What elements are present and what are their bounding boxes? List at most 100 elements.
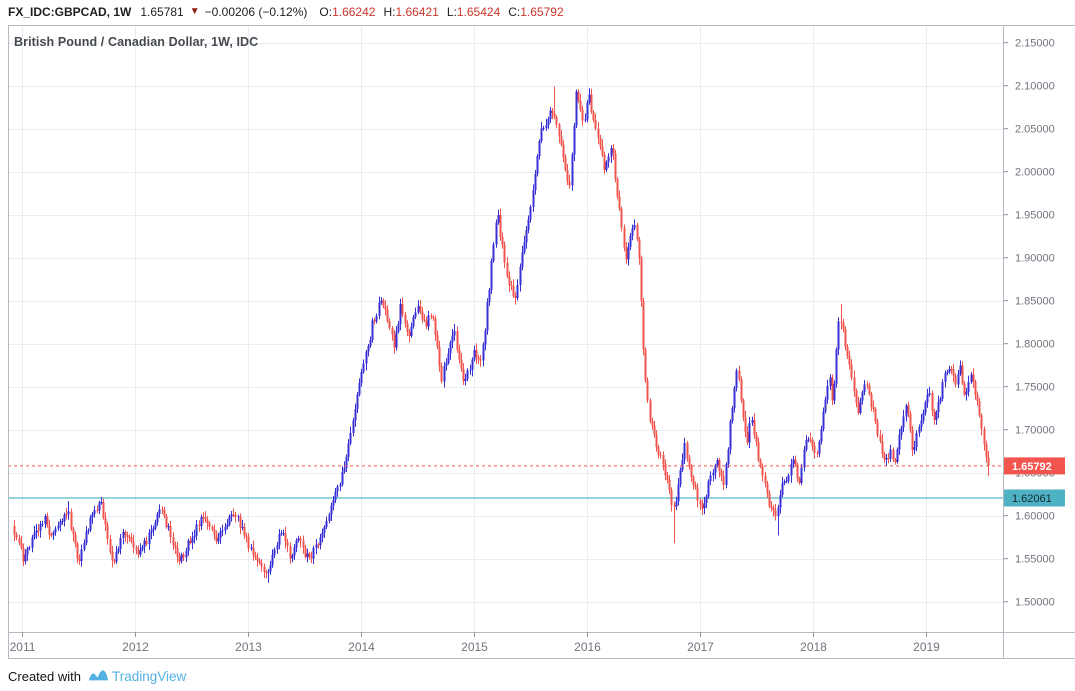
candle-down <box>462 368 465 381</box>
candle-up <box>889 449 892 459</box>
candle-down <box>887 457 890 459</box>
candle-up <box>803 449 806 468</box>
candle-up <box>59 521 62 526</box>
candle-up <box>31 537 34 548</box>
candle-up <box>573 125 576 155</box>
tradingview-brand-link[interactable]: TradingView <box>111 668 187 684</box>
candle-down <box>265 572 268 574</box>
candle-up <box>362 363 365 372</box>
candle-down <box>555 117 558 125</box>
candle-down <box>198 524 201 527</box>
candle-up <box>946 372 949 374</box>
candle-up <box>148 532 151 544</box>
candle-down <box>213 529 216 535</box>
candle-up <box>321 532 324 538</box>
candle-up <box>328 514 331 521</box>
candle-up <box>26 548 29 555</box>
candle-down <box>102 502 105 518</box>
candle-up <box>315 544 318 548</box>
candle-up <box>334 491 337 501</box>
candle-down <box>983 429 986 445</box>
candle-up <box>939 399 942 403</box>
svg-text:1.62061: 1.62061 <box>1012 493 1052 505</box>
candle-down <box>393 334 396 348</box>
candle-down <box>232 514 235 516</box>
candle-down <box>855 391 858 403</box>
candle-up <box>473 349 476 360</box>
candle-up <box>63 514 66 522</box>
candle-up <box>542 128 545 130</box>
candle-up <box>180 554 183 562</box>
candle-down <box>809 439 812 441</box>
candle-up <box>727 449 730 465</box>
candle-down <box>172 537 175 546</box>
candle-down <box>260 562 263 567</box>
candle-up <box>360 371 363 384</box>
candle-up <box>80 549 83 562</box>
candle-down <box>653 425 656 435</box>
down-triangle-icon: ▼ <box>189 6 200 17</box>
candle-up <box>571 154 574 186</box>
candle-down <box>206 519 209 524</box>
candle-up <box>150 530 153 533</box>
candle-down <box>458 350 461 360</box>
candle-down <box>664 464 667 476</box>
candle-down <box>310 557 313 559</box>
candle-down <box>419 305 422 312</box>
candle-up <box>790 463 793 476</box>
candle-up <box>490 260 493 290</box>
candle-up <box>217 538 220 542</box>
y-axis-label: 1.90000 <box>1015 253 1055 265</box>
candle-down <box>245 535 248 537</box>
candle-up <box>905 405 908 417</box>
y-axis-label: 2.15000 <box>1015 38 1055 50</box>
price-change: −0.00206 (−0.12%) <box>204 5 308 19</box>
candle-up <box>156 514 159 523</box>
candle-down <box>655 434 658 447</box>
candle-down <box>909 413 912 430</box>
candle-up <box>61 521 64 523</box>
price-axis[interactable]: 2.15000 2.10000 2.05000 2.00000 1.95000 1.900… <box>1003 38 1055 609</box>
candle-down <box>96 510 99 512</box>
candle-down <box>202 517 205 518</box>
candle-up <box>445 362 448 367</box>
candle-down <box>931 392 934 412</box>
candle-up <box>54 528 57 533</box>
symbol-name: FX_IDC:GBPCAD, 1W <box>8 5 132 19</box>
plot-border <box>8 25 1075 659</box>
candle-up <box>469 369 472 371</box>
candle-down <box>50 534 53 536</box>
candle-up <box>269 565 272 572</box>
candle-down <box>508 276 511 286</box>
candle-up <box>705 496 708 503</box>
candle-up <box>928 392 931 395</box>
candle-down <box>78 559 81 562</box>
candle-down <box>551 110 554 113</box>
candle-down <box>568 181 571 186</box>
candle-up <box>837 321 840 350</box>
candle-down <box>881 441 884 455</box>
candle-down <box>618 196 621 209</box>
candle-down <box>13 525 16 535</box>
candle-down <box>853 377 856 392</box>
candle-up <box>167 525 170 528</box>
candle-down <box>950 369 953 370</box>
candle-up <box>158 509 161 515</box>
candle-up <box>584 119 587 121</box>
candle-up <box>532 190 535 207</box>
time-axis[interactable]: 2011 2012 2013 2014 2015 2016 2017 2018 2019 <box>10 632 941 654</box>
candle-up <box>529 206 532 220</box>
candle-up <box>443 366 446 382</box>
candle-up <box>712 472 715 476</box>
candle-down <box>169 525 172 538</box>
candle-up <box>85 531 88 543</box>
candle-up <box>325 520 328 528</box>
candle-down <box>644 349 647 381</box>
candle-down <box>738 370 741 380</box>
candle-up <box>826 386 829 400</box>
candle-down <box>638 239 641 259</box>
candle-up <box>497 214 500 223</box>
candle-down <box>811 440 814 446</box>
candle-down <box>256 557 259 561</box>
